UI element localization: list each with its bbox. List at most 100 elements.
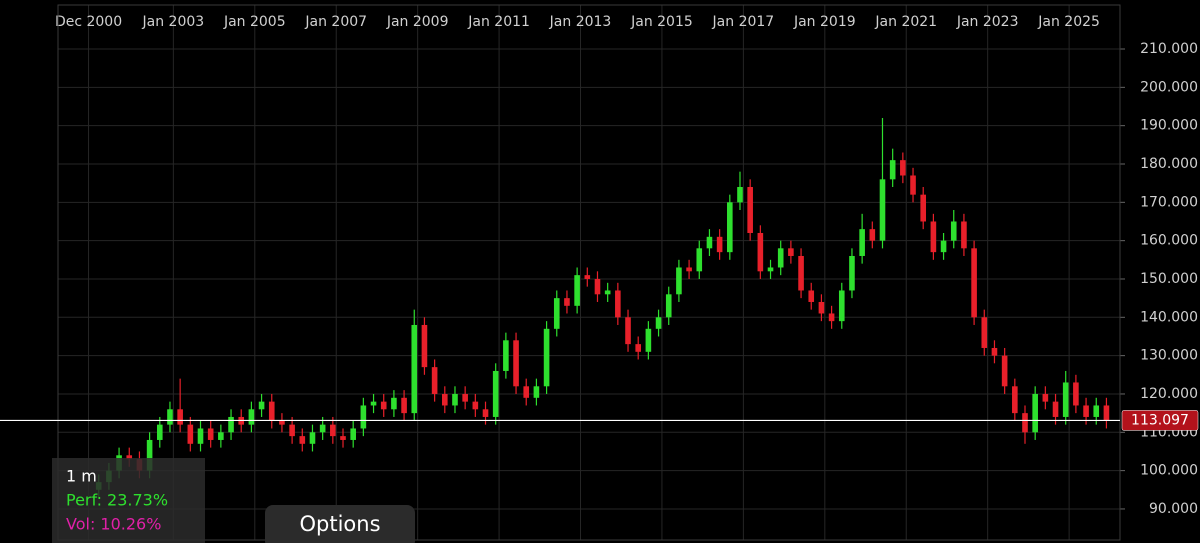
x-tick-label: Jan 2023 xyxy=(956,14,1019,30)
x-tick-label: Jan 2003 xyxy=(142,14,205,30)
x-tick-label: Jan 2017 xyxy=(712,14,775,30)
candle-body xyxy=(248,409,255,425)
x-tick-label: Jan 2025 xyxy=(1037,14,1100,30)
y-tick-label: 180.000 xyxy=(1140,156,1198,172)
candle-body xyxy=(869,229,876,241)
y-tick-label: 210.000 xyxy=(1140,41,1198,57)
candle-body xyxy=(146,439,153,471)
candle-body xyxy=(645,328,652,352)
candle-body xyxy=(1012,386,1018,414)
candle-body xyxy=(187,424,194,444)
plot-frame xyxy=(57,4,1121,541)
y-tick-label: 130.000 xyxy=(1140,348,1198,364)
candle-body xyxy=(370,401,377,406)
candle-body xyxy=(452,393,458,406)
candle-body xyxy=(788,248,794,256)
info-panel xyxy=(52,458,205,543)
candle-body xyxy=(920,194,927,222)
candle-body xyxy=(401,397,407,414)
y-tick-label: 160.000 xyxy=(1140,233,1198,249)
candle-body xyxy=(482,409,489,417)
period-label: 1 m xyxy=(66,467,97,486)
candle-body xyxy=(655,317,662,329)
y-tick-label: 170.000 xyxy=(1140,194,1198,210)
y-tick-label: 190.000 xyxy=(1140,118,1198,134)
candle-body xyxy=(462,393,468,402)
candle-body xyxy=(604,290,611,295)
candle-body xyxy=(940,240,947,253)
candle-body xyxy=(289,424,295,437)
candle-body xyxy=(350,428,356,440)
vol-label: Vol: 10.26% xyxy=(66,515,161,534)
candle-body xyxy=(737,186,743,203)
candle-body xyxy=(319,424,326,433)
candle-body xyxy=(818,301,825,314)
candle-body xyxy=(900,160,906,176)
options-button-label[interactable]: Options xyxy=(299,512,380,536)
x-tick-label: Jan 2005 xyxy=(223,14,286,30)
candle-body xyxy=(635,344,641,352)
candle-body xyxy=(594,278,601,295)
last-price-label: 113.097 xyxy=(1131,412,1189,428)
candle-body xyxy=(156,424,163,440)
candle-body xyxy=(625,317,631,345)
candle-body xyxy=(828,313,835,322)
x-tick-label: Jan 2011 xyxy=(467,14,530,30)
candle-body xyxy=(910,175,916,195)
last-price-badge xyxy=(1121,410,1199,431)
candle-body xyxy=(727,202,733,253)
candle-body xyxy=(431,367,438,394)
candle-body xyxy=(421,324,428,368)
candle-body xyxy=(665,294,672,318)
candle-body xyxy=(991,347,998,356)
candle-body xyxy=(360,405,367,429)
candle-body xyxy=(849,255,855,291)
candle-body xyxy=(533,386,540,398)
candle-body xyxy=(207,428,214,440)
candle-body xyxy=(1001,355,1008,387)
x-tick-label: Dec 2000 xyxy=(55,14,122,30)
y-tick-label: 140.000 xyxy=(1140,309,1198,325)
candle-body xyxy=(1022,413,1028,433)
candle-body xyxy=(716,236,723,253)
candle-body xyxy=(279,420,285,425)
options-button[interactable] xyxy=(265,505,415,543)
y-tick-label: 120.000 xyxy=(1140,386,1198,402)
candle-body xyxy=(574,275,580,306)
x-tick-label: Jan 2009 xyxy=(386,14,449,30)
candle-body xyxy=(299,436,306,444)
candle-body xyxy=(686,267,692,272)
candle-body xyxy=(1083,405,1089,417)
candle-body xyxy=(553,298,560,329)
candle-body xyxy=(543,328,550,387)
y-tick-label: 200.000 xyxy=(1140,79,1198,95)
candle-body xyxy=(859,229,865,256)
candle-body xyxy=(757,232,764,272)
candle-body xyxy=(411,324,418,414)
candle-body xyxy=(1093,405,1100,417)
candle-body xyxy=(767,267,774,272)
candle-body xyxy=(1073,382,1079,406)
candle-body xyxy=(218,432,224,440)
candle-body xyxy=(930,221,937,253)
candle-body xyxy=(268,401,275,421)
candle-body xyxy=(441,393,448,406)
candle-body xyxy=(564,298,570,306)
candle-body xyxy=(513,340,519,387)
candle-body xyxy=(380,401,387,410)
candle-body xyxy=(706,236,713,249)
candle-body xyxy=(584,275,591,279)
candle-body xyxy=(889,160,896,180)
x-tick-label: Jan 2021 xyxy=(874,14,937,30)
candle-body xyxy=(696,248,703,272)
candle-body xyxy=(981,317,988,348)
candle-body xyxy=(472,401,479,410)
candle-body xyxy=(1042,393,1049,402)
candle-body xyxy=(950,221,957,241)
candle-body xyxy=(177,409,183,425)
x-tick-label: Jan 2019 xyxy=(793,14,856,30)
candle-body xyxy=(126,455,133,460)
candle-body xyxy=(503,340,509,371)
